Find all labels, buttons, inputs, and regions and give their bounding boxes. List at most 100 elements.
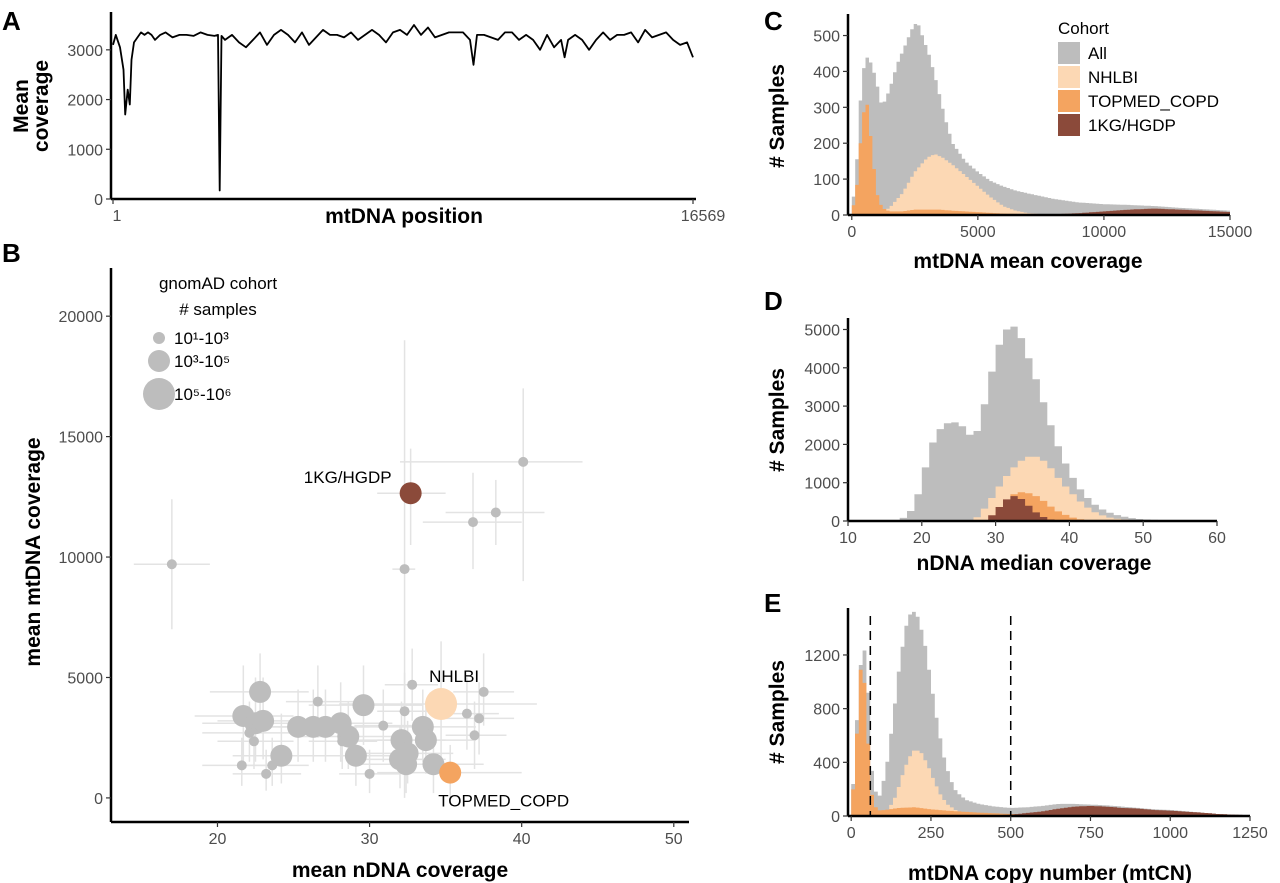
panel-d-y-tick-label: 5000 [804,322,840,339]
panel-c-legend-label: 1KG/HGDP [1088,116,1176,135]
panel-d-y-tick-label: 1000 [804,476,840,493]
panel-c-legend-label: NHLBI [1088,68,1138,87]
panel-b-point [399,706,410,717]
panel-d-hist-nhlbi [892,456,1217,521]
panel-b-legend-label: 10⁵-10⁶ [174,385,232,404]
panel-b-annotation: 1KG/HGDP [304,468,392,487]
panel-label-b: B [2,238,21,268]
panel-b-point [407,679,418,690]
panel-b-y-axis-title: mean mtDNA coverage [22,437,45,666]
panel-b-point [244,727,255,738]
panel-c-legend-key [1058,90,1080,112]
panel-b-y-tick-label: 15000 [59,430,104,447]
panel-c-y-axis-title: # Samples [766,64,789,168]
panel-b-x-tick-label: 30 [361,831,379,848]
panel-a-coverage-line [112,24,694,192]
panel-b-point [287,715,310,738]
panel-d-x-tick-label: 20 [913,530,931,547]
panel-b-point-1kg-hgdp [399,482,422,505]
panel-d-y-tick-label: 0 [831,514,840,531]
panel-d-y-tick-label: 4000 [804,361,840,378]
panel-b-point [236,760,247,771]
panel-e-x-axis-title: mtDNA copy number (mtCN) [908,862,1192,883]
panel-d-x-tick-label: 10 [839,530,857,547]
panel-b-point [414,729,437,752]
panel-b-point [364,768,375,779]
panel-label-e: E [764,588,781,618]
panel-c-x-tick-label: 5000 [960,224,996,241]
panel-b-point [312,696,323,707]
panel-e-y-tick-label: 800 [813,702,840,719]
panel-b-annotation: TOPMED_COPD [438,792,569,811]
panel-b-point [468,517,479,528]
panel-c-x-tick-label: 10000 [1082,224,1127,241]
panel-c-y-tick-label: 100 [813,172,840,189]
panel-b-point [474,713,485,724]
panel-b-x-tick-label: 50 [665,831,683,848]
panel-b-point [270,744,293,767]
panel-b-point [252,709,275,732]
panel-e-x-tick-label: 0 [847,825,856,842]
panel-b-x-tick-label: 20 [209,831,227,848]
panel-c-legend-key [1058,66,1080,88]
panel-c-legend-title: Cohort [1058,19,1109,38]
panel-c-x-tick-label: 0 [847,224,856,241]
panel-d-x-tick-label: 50 [1134,530,1152,547]
panel-d-x-tick-label: 30 [987,530,1005,547]
panel-e-x-tick-label: 250 [918,825,945,842]
panel-b: 1KG/HGDP NHLBI TOPMED_COPD 0 5000 10000 15000 2… [22,268,689,882]
panel-c-y-tick-label: 400 [813,64,840,81]
panel-c-x-axis-title: mtDNA mean coverage [913,250,1142,273]
panel-b-point [352,694,375,717]
panel-label-a: A [2,6,21,36]
panel-d-y-tick-label: 2000 [804,437,840,454]
panel-e: 0 400 800 1200 0 250 500 750 1000 1250 mtDNA copy … [766,608,1268,883]
panel-b-x-tick-label: 40 [513,831,531,848]
panel-d-hist-topmed-copd [892,492,1217,521]
panel-d-hist-all [892,326,1217,521]
panel-a-x-tick-label: 16569 [681,208,726,225]
panel-b-point-topmed-copd [439,761,462,784]
panel-d-x-tick-label: 60 [1208,530,1226,547]
panel-c-y-tick-label: 300 [813,100,840,117]
panel-c-y-tick-label: 0 [831,208,840,225]
panel-a-y-axis-title-line2: coverage [30,60,53,152]
panel-b-point [461,708,472,719]
panel-b-point [248,736,259,747]
panel-a-y-tick-label: 3000 [67,43,103,60]
panel-b-annotation: NHLBI [429,667,479,686]
panel-b-y-tick-label: 10000 [59,550,104,567]
panel-b-point [478,686,489,697]
panel-c-legend-key [1058,114,1080,136]
panel-c-x-tick-label: 15000 [1208,224,1253,241]
panel-a-y-tick-label: 1000 [67,142,103,159]
panel-b-legend-key [143,378,175,410]
panel-e-y-axis-title: # Samples [766,660,789,764]
panel-b-y-tick-label: 0 [94,791,103,808]
panel-e-hist-all [851,611,1250,816]
panel-b-point [378,720,389,731]
panel-b-legend-key [153,332,165,344]
panel-b-y-tick-label: 20000 [59,309,104,326]
panel-e-hist-1kg-hgdp [851,806,1250,816]
panel-c-legend-key [1058,42,1080,64]
panel-b-point [490,507,501,518]
panel-a-y-axis-title-line1: Mean [10,79,33,133]
panel-d-y-axis-title: # Samples [766,368,789,472]
panel-b-legend-title-line2: # samples [179,300,256,319]
panel-c-y-tick-label: 500 [813,29,840,46]
panel-b-legend-label: 10³-10⁵ [174,352,230,371]
panel-b-point [399,564,410,575]
panel-b-y-tick-label: 5000 [67,670,103,687]
panel-c-legend-label: All [1088,44,1107,63]
panel-b-x-axis-title: mean nDNA coverage [292,859,508,882]
panel-c-legend-label: TOPMED_COPD [1088,92,1219,111]
panel-a: 0 1000 2000 3000 1 16569 mtDNA position Meancov… [10,12,725,228]
panel-b-point [166,559,177,570]
panel-a-x-tick-label: 1 [113,208,122,225]
panel-c-hist-nhlbi [851,154,1230,215]
panel-d-x-tick-label: 40 [1061,530,1079,547]
panel-b-legend-label: 10¹-10³ [174,329,229,348]
panel-c-hist-1kg-hgdp [851,208,1230,215]
